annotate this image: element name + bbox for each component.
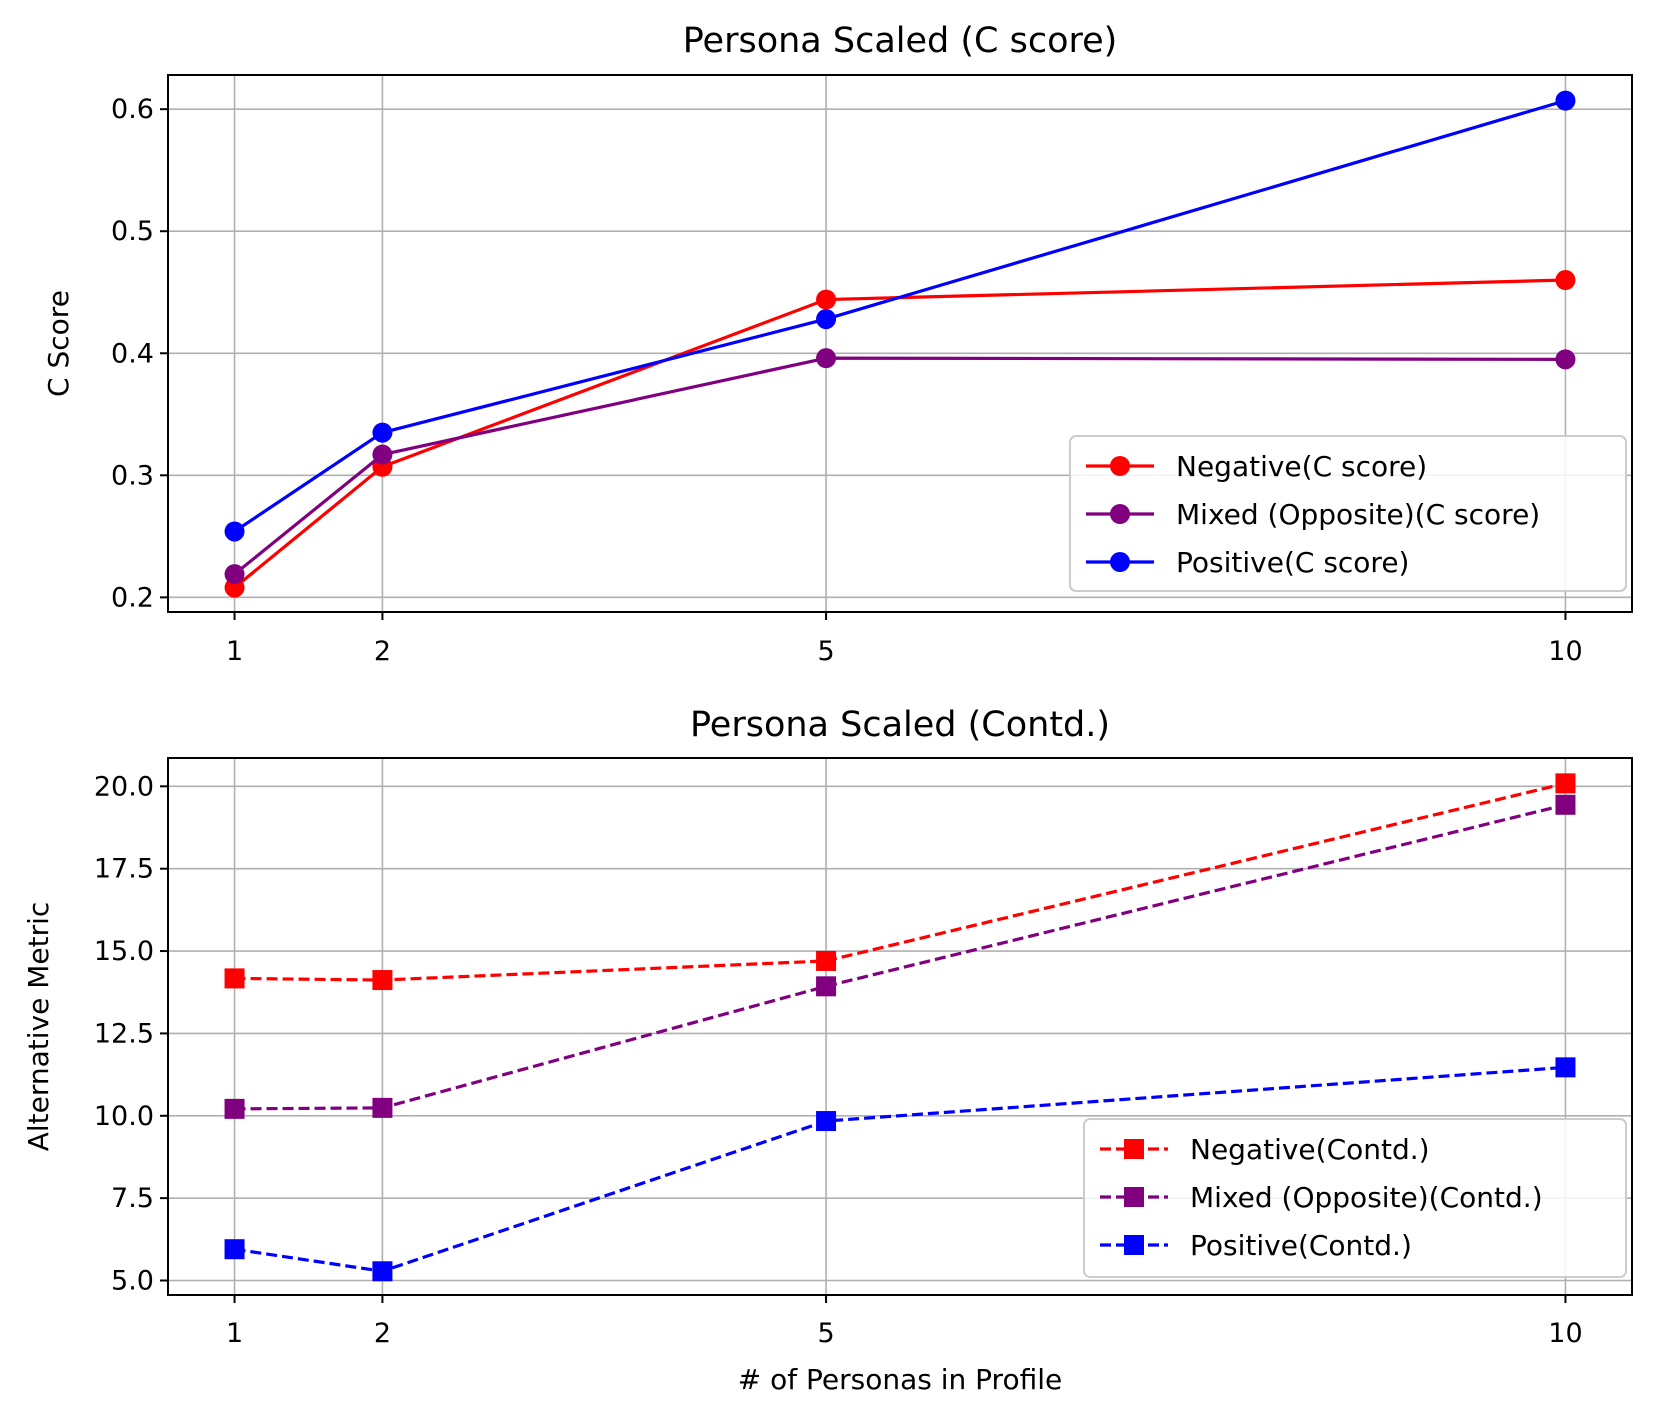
y-tick-label: 0.6 (111, 94, 154, 125)
x-tick-label: 2 (374, 636, 391, 667)
legend-marker (1124, 1187, 1144, 1207)
series-line (233, 99, 1566, 533)
legend-label: Positive(Contd.) (1190, 1229, 1412, 1262)
data-point (816, 309, 837, 330)
series-line (234, 781, 1566, 982)
y-axis-label: C Score (42, 290, 75, 397)
legend-marker (1110, 456, 1130, 476)
y-tick-label: 5.0 (111, 1266, 154, 1297)
data-point (1555, 1057, 1576, 1078)
data-point (1555, 794, 1576, 815)
y-tick-label: 7.5 (111, 1183, 154, 1214)
data-point (1555, 349, 1576, 370)
x-tick-label: 10 (1548, 636, 1582, 667)
chart-title: Persona Scaled (Contd.) (690, 705, 1110, 745)
data-point (372, 1261, 393, 1282)
series-positive-c-score- (224, 90, 1576, 542)
data-point (372, 970, 393, 991)
series-line (234, 1065, 1566, 1273)
legend-label: Mixed (Opposite)(Contd.) (1190, 1181, 1543, 1214)
legend-label: Mixed (Opposite)(C score) (1176, 498, 1540, 531)
data-point (816, 976, 837, 997)
data-point (224, 564, 245, 585)
chart-title: Persona Scaled (C score) (683, 21, 1118, 61)
data-point (224, 968, 245, 989)
x-tick-label: 2 (374, 1318, 391, 1349)
y-tick-label: 12.5 (94, 1018, 154, 1049)
y-tick-label: 0.2 (111, 582, 154, 613)
y-tick-label: 0.3 (111, 460, 154, 491)
data-point (372, 422, 393, 443)
axes-frame (167, 757, 1633, 1296)
y-tick-label: 15.0 (94, 936, 154, 967)
legend: Negative(Contd.) Mixed (Opposite)(Contd.)… (1083, 1118, 1627, 1278)
data-point (816, 1111, 837, 1132)
data-point (816, 348, 837, 369)
x-tick-label: 5 (817, 636, 834, 667)
series-line (233, 356, 1566, 576)
data-point (224, 521, 245, 542)
legend-marker (1124, 1235, 1144, 1255)
legend-marker (1124, 1139, 1144, 1159)
y-tick-label: 0.5 (111, 216, 154, 247)
legend-marker (1110, 504, 1130, 524)
data-point (816, 289, 837, 310)
x-tick-label: 5 (817, 1318, 834, 1349)
series-line (234, 803, 1566, 1111)
legend: Negative(C score) Mixed (Opposite)(C scor… (1069, 435, 1627, 592)
x-tick-label: 1 (226, 636, 243, 667)
series-positive-contd- (224, 1057, 1576, 1282)
legend-marker (1110, 552, 1130, 572)
data-point (1555, 773, 1576, 794)
data-point (1555, 270, 1576, 291)
data-point (816, 950, 837, 971)
chart-1: 1 2 5 10 0.2 0.3 0.4 0.5 0.6 Persona Scaled (C sc… (42, 21, 1633, 667)
series-mixed-opposite-contd- (224, 794, 1576, 1119)
data-point (224, 1239, 245, 1260)
y-tick-label: 0.4 (111, 338, 154, 369)
x-axis-label: # of Personas in Profile (738, 1363, 1062, 1396)
series-mixed-opposite-c-score- (224, 348, 1576, 585)
data-point (372, 1097, 393, 1118)
y-tick-label: 20.0 (94, 771, 154, 802)
gridlines (168, 75, 1632, 612)
x-tick-label: 10 (1548, 1318, 1582, 1349)
legend-label: Negative(C score) (1176, 450, 1427, 483)
x-tick-label: 1 (226, 1318, 243, 1349)
legend-label: Negative(Contd.) (1190, 1133, 1430, 1166)
gridlines (168, 758, 1632, 1295)
series-negative-contd- (224, 773, 1576, 991)
y-tick-label: 17.5 (94, 854, 154, 885)
series-line (233, 278, 1566, 589)
data-point (224, 1098, 245, 1119)
legend-box (1069, 435, 1627, 592)
legend-box (1083, 1118, 1627, 1278)
chart-2: 1 2 5 10 5.0 7.5 10.0 12.5 15.0 17.5 20.0 Persona S… (22, 705, 1633, 1396)
y-tick-label: 10.0 (94, 1101, 154, 1132)
axes-frame (167, 74, 1633, 613)
y-axis-label: Alternative Metric (22, 902, 55, 1152)
legend-label: Positive(C score) (1176, 546, 1409, 579)
data-point (1555, 90, 1576, 111)
data-point (372, 444, 393, 465)
